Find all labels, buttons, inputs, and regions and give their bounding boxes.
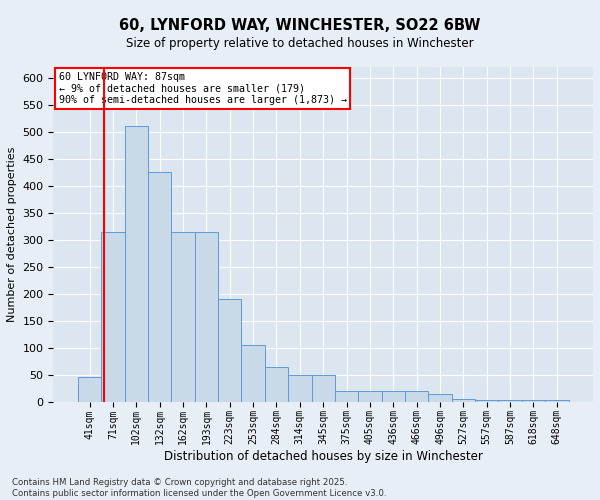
Bar xyxy=(101,232,125,402)
Y-axis label: Number of detached properties: Number of detached properties xyxy=(7,146,17,322)
Bar xyxy=(78,378,101,402)
X-axis label: Distribution of detached houses by size in Winchester: Distribution of detached houses by size … xyxy=(164,450,482,463)
Bar xyxy=(428,394,452,402)
Bar xyxy=(358,391,382,402)
Text: Contains HM Land Registry data © Crown copyright and database right 2025.
Contai: Contains HM Land Registry data © Crown c… xyxy=(12,478,386,498)
Text: 60, LYNFORD WAY, WINCHESTER, SO22 6BW: 60, LYNFORD WAY, WINCHESTER, SO22 6BW xyxy=(119,18,481,32)
Text: Size of property relative to detached houses in Winchester: Size of property relative to detached ho… xyxy=(126,38,474,51)
Text: 60 LYNFORD WAY: 87sqm
← 9% of detached houses are smaller (179)
90% of semi-deta: 60 LYNFORD WAY: 87sqm ← 9% of detached h… xyxy=(59,72,347,105)
Bar xyxy=(452,399,475,402)
Bar xyxy=(265,366,288,402)
Bar xyxy=(522,400,545,402)
Bar xyxy=(218,299,241,402)
Bar xyxy=(172,232,194,402)
Bar xyxy=(194,232,218,402)
Bar xyxy=(475,400,499,402)
Bar xyxy=(545,400,569,402)
Bar xyxy=(499,400,522,402)
Bar xyxy=(405,391,428,402)
Bar xyxy=(125,126,148,402)
Bar xyxy=(382,391,405,402)
Bar xyxy=(241,345,265,402)
Bar xyxy=(335,391,358,402)
Bar xyxy=(288,374,311,402)
Bar xyxy=(311,374,335,402)
Bar xyxy=(148,172,172,402)
